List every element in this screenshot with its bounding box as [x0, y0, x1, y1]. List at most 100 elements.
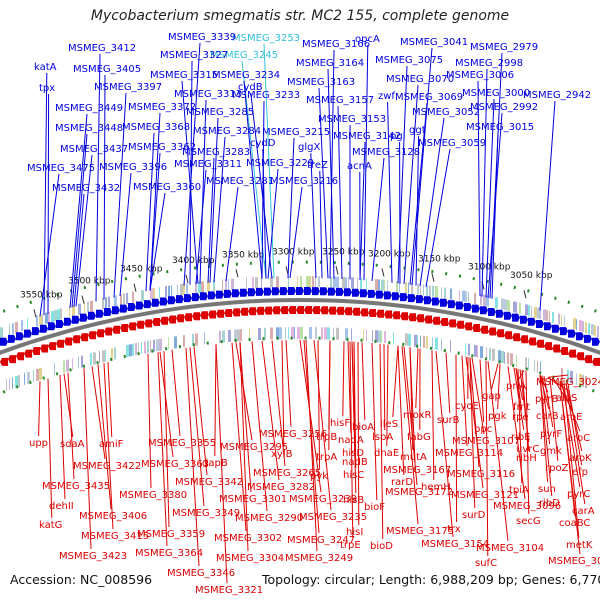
feature-stripe — [240, 329, 242, 342]
kbp-tick-mark — [133, 283, 137, 292]
feature-stripe — [15, 376, 18, 388]
forward-gene-leader — [263, 43, 275, 279]
reverse-gene-leader — [239, 342, 249, 552]
forward-gene-arrow — [520, 315, 528, 324]
reverse-gene-arrow — [48, 342, 56, 351]
forward-gene-arrow — [208, 291, 216, 300]
reverse-gene-arrow — [280, 306, 288, 315]
reverse-gene-label: bioD — [370, 541, 393, 552]
forward-gene-leader — [39, 173, 60, 317]
reverse-gene-arrow — [512, 333, 520, 342]
forward-gene-label: MSMEG_3234 — [212, 70, 280, 81]
reverse-gene-leader — [299, 339, 322, 493]
reverse-gene-label: efp — [572, 467, 588, 478]
feature-stripe — [504, 351, 505, 364]
feature-stripe — [360, 278, 362, 289]
forward-gene-arrow — [200, 292, 208, 301]
reverse-strand-track — [0, 306, 600, 366]
forward-strand-track — [0, 287, 600, 346]
reverse-gene-arrow — [136, 320, 144, 329]
reverse-gene-arrow — [192, 312, 200, 321]
feature-stripe — [489, 348, 491, 361]
feature-stripe — [480, 294, 482, 306]
reverse-gene-label: hisC — [343, 470, 364, 481]
feature-stripe — [363, 329, 364, 342]
feature-stripe — [252, 277, 254, 289]
forward-gene-leader — [262, 148, 267, 279]
reverse-gene-label: cyoE — [455, 401, 479, 412]
reverse-gene-arrow — [112, 325, 120, 334]
forward-gene-arrow — [504, 311, 512, 320]
feature-stripe — [90, 300, 93, 312]
reverse-gene-label: aroK — [569, 453, 592, 464]
forward-gene-leader — [411, 47, 433, 286]
feature-stripe — [135, 343, 137, 356]
reverse-gene-label: secG — [516, 516, 541, 527]
forward-gene-arrow — [264, 287, 272, 296]
feature-stripe — [138, 342, 139, 355]
reverse-gene-label: moxR — [403, 410, 431, 421]
feature-stripe — [441, 338, 442, 351]
feature-stripe — [141, 341, 142, 354]
kbp-tick-mark — [33, 309, 37, 318]
forward-gene-leader — [113, 92, 127, 298]
reverse-gene-arrow — [264, 306, 272, 315]
kbp-tick-label: 3450 kbp — [120, 265, 163, 275]
forward-gene-leader — [329, 49, 335, 279]
feature-stripe — [543, 309, 546, 321]
feature-stripe — [558, 313, 560, 325]
reverse-gene-label: MSMEG_3282 — [247, 482, 315, 493]
feature-stripe — [492, 348, 495, 361]
feature-stripe — [504, 299, 507, 311]
kbp-tick-mark — [431, 273, 435, 282]
feature-stripe — [39, 367, 42, 380]
reverse-gene-leader — [539, 374, 550, 410]
reverse-gene-arrow — [536, 339, 544, 348]
feature-stripe — [384, 279, 385, 291]
feature-stripe — [300, 327, 303, 339]
feature-stripe — [147, 340, 149, 353]
feature-stripe — [126, 344, 129, 357]
feature-stripe — [105, 297, 107, 309]
reverse-gene-label: amiF — [99, 439, 124, 450]
reverse-gene-arrow — [352, 307, 360, 316]
feature-stripe — [498, 350, 501, 363]
feature-stripe — [585, 322, 587, 334]
feature-stripe — [195, 282, 197, 294]
reverse-gene-leader — [431, 350, 435, 481]
reverse-gene-label: sun — [538, 484, 556, 495]
feature-stripe — [408, 333, 411, 346]
feature-stripe — [351, 328, 352, 341]
reverse-gene-arrow — [312, 306, 320, 315]
feature-stripe — [405, 282, 407, 294]
reverse-gene-label: MSMEG_3359 — [137, 529, 205, 540]
reverse-gene-arrow — [360, 308, 368, 317]
forward-gene-arrow — [288, 287, 296, 295]
reverse-gene-leader — [541, 375, 551, 445]
forward-gene-arrow — [392, 292, 400, 301]
forward-gene-label: pgl — [390, 131, 405, 142]
forward-gene-leader — [145, 132, 155, 292]
feature-stripe — [165, 286, 167, 298]
forward-gene-arrow — [248, 288, 256, 297]
feature-stripe — [516, 302, 517, 314]
feature-stripe — [36, 315, 38, 327]
forward-gene-label: MSMEG_3327 — [160, 50, 228, 61]
reverse-gene-label: hisB — [343, 495, 364, 506]
feature-stripe — [261, 276, 262, 288]
feature-stripe — [9, 378, 10, 391]
forward-gene-leader — [387, 101, 393, 283]
forward-gene-label: MSMEG_2979 — [470, 42, 538, 53]
reverse-gene-leader — [549, 378, 559, 462]
feature-stripe — [501, 351, 504, 363]
feature-stripe — [186, 283, 188, 295]
reverse-gene-leader — [185, 347, 200, 567]
reverse-gene-label: MSMEG_3154 — [421, 539, 489, 550]
reverse-gene-label: MSMEG_3406 — [79, 511, 147, 522]
forward-gene-arrow — [128, 303, 136, 311]
feature-stripe — [501, 298, 504, 310]
forward-gene-leader — [319, 170, 323, 279]
kbp-tick-label: 3150 kbp — [418, 255, 461, 265]
forward-gene-leader — [75, 154, 93, 307]
